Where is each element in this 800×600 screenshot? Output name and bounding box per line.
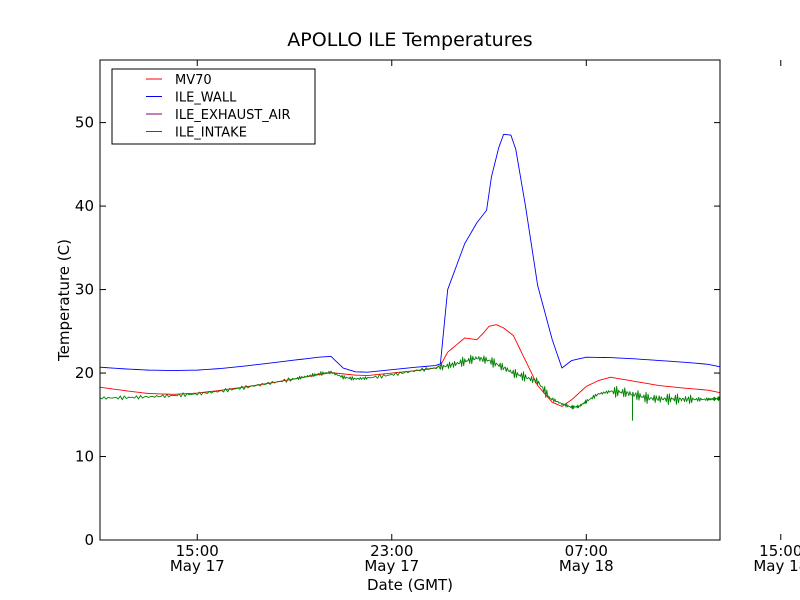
series-line-ile-intake xyxy=(100,354,720,410)
x-tick-label-time: 23:00 xyxy=(370,542,413,560)
plot-area xyxy=(100,133,720,421)
y-tick-label: 40 xyxy=(75,197,94,215)
legend: MV70 ILE_WALL ILE_EXHAUST_AIR ILE_INTAKE xyxy=(111,68,316,145)
plot-frame xyxy=(99,59,721,541)
legend-label-ile-intake: ILE_INTAKE xyxy=(175,126,247,141)
legend-label-mv70: MV70 xyxy=(175,73,212,88)
legend-box xyxy=(111,68,316,145)
x-tick-label-time: 15:00 xyxy=(759,542,800,560)
series-line-ile-wall xyxy=(100,133,720,373)
x-tick-label-date: May 17 xyxy=(364,557,419,575)
y-tick-label: 20 xyxy=(75,364,94,382)
chart-title: APOLLO ILE Temperatures xyxy=(287,29,532,51)
x-tick-label-date: May 17 xyxy=(170,557,225,575)
y-tick-label: 50 xyxy=(75,114,94,132)
x-tick-label-time: 07:00 xyxy=(565,542,608,560)
x-tick-label-date: May 18 xyxy=(559,557,614,575)
y-tick-label: 0 xyxy=(84,531,94,549)
legend-label-ile-exhaust-air: ILE_EXHAUST_AIR xyxy=(175,108,291,123)
y-tick-label: 10 xyxy=(75,448,94,466)
x-axis-label: Date (GMT) xyxy=(367,576,453,594)
x-tick-label-time: 15:00 xyxy=(176,542,219,560)
legend-label-ile-wall: ILE_WALL xyxy=(175,91,237,106)
x-tick-label-date: May 18 xyxy=(753,557,800,575)
y-tick-label: 30 xyxy=(75,281,94,299)
y-axis-label: Temperature (C) xyxy=(55,239,73,362)
series-line-ile-exhaust-air xyxy=(100,324,720,407)
